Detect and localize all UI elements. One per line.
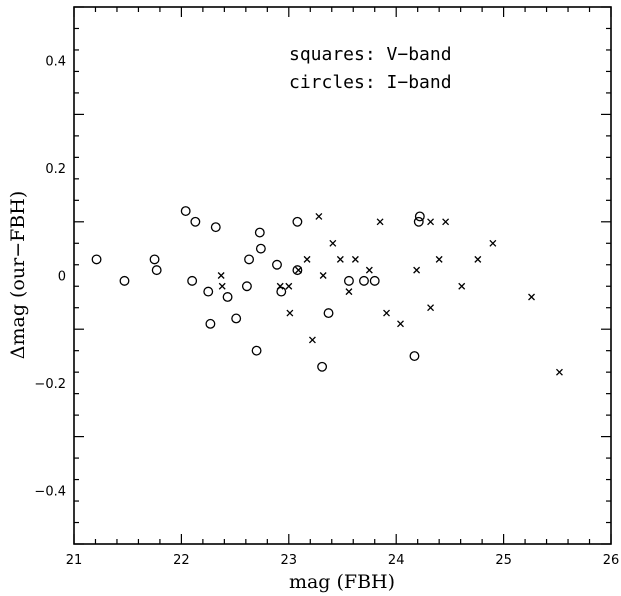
cross-point [397,320,404,328]
circle-point [251,345,262,356]
cross-point [285,282,293,290]
cross-point [319,272,327,279]
cross-point [315,212,323,220]
x-tick-label: 23 [281,553,298,568]
cross-point [474,255,482,263]
x-tick-label: 25 [495,553,512,568]
circle-point [414,211,425,222]
y-tick-label: 0.4 [45,55,66,70]
axis-tick-labels: 21 22 23 24 25 26 −0.4 −0.2 0 0.2 0.4 [34,55,619,568]
x-tick-label: 24 [388,553,405,568]
circle-point [180,206,191,217]
x-tick-label: 22 [173,553,190,568]
circle-point [292,216,303,227]
circle-point [359,275,369,286]
cross-point [345,288,353,296]
circle-point [413,216,424,227]
circle-point [187,275,198,286]
cross-point [217,272,225,279]
circle-point [222,292,233,302]
cross-point [351,255,359,263]
circle-point [149,254,160,265]
circle-point [369,275,380,286]
cross-point [458,282,466,290]
axis-ticks [73,6,612,545]
circle-point [254,227,265,238]
x-tick-label: 21 [66,553,83,568]
cross-point [427,218,435,226]
cross-point [365,266,373,274]
cross-point [286,309,294,317]
circle-point [255,243,266,254]
x-tick-label: 26 [603,553,620,568]
y-tick-label: 0 [58,270,66,285]
circle-point [241,281,252,292]
circle-point [343,275,354,286]
cross-point [336,255,344,263]
cross-point [442,218,450,226]
cross-point [555,368,563,376]
cross-point [435,255,443,263]
y-tick-label: −0.4 [34,484,66,499]
cross-point [376,218,384,226]
cross-point [276,282,284,290]
circle-point [205,318,216,329]
circle-point [244,254,255,265]
y-tick-label: 0.2 [45,162,66,177]
circle-point [151,265,162,276]
cross-point [303,255,311,263]
circle-point [409,351,420,362]
cross-point [295,266,302,274]
cross-point [427,304,435,312]
cross-point [308,336,316,344]
cross-point [413,266,421,274]
x-axis-title: mag (FBH) [289,571,395,593]
plot-frame [73,6,612,545]
circle-point [272,259,282,270]
cross-point [383,309,390,317]
circle-point [317,361,328,372]
y-tick-label: −0.2 [34,377,66,392]
circle-point [210,222,221,233]
cross-point [329,239,337,247]
cross-point [528,293,535,301]
y-axis-title: Δmag (our−FBH) [7,191,29,360]
circle-point [203,286,214,297]
circle-point [91,254,102,265]
data-points [91,206,563,376]
circle-point [292,265,303,276]
cross-point [489,239,497,247]
circle-point [190,216,201,227]
annotation-circles: circles: I−band [289,72,452,93]
cross-point [218,282,226,290]
circle-point [323,308,334,319]
circle-point [119,275,130,286]
circle-point [231,313,242,324]
annotation-squares: squares: V−band [289,44,452,65]
